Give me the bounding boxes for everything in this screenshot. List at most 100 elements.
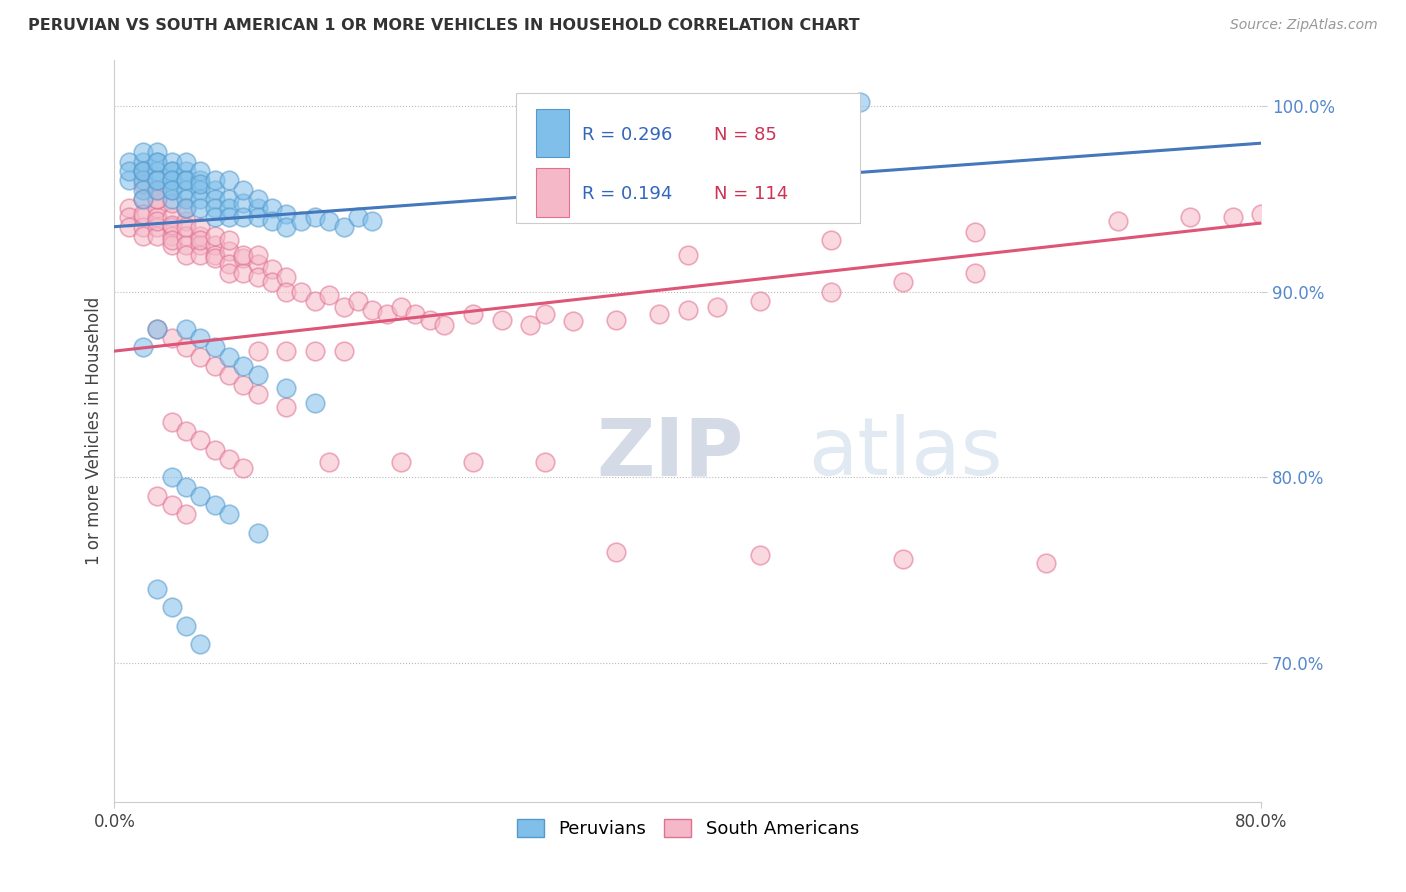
Point <box>174 201 197 215</box>
Point <box>146 164 169 178</box>
Point <box>676 303 699 318</box>
Point <box>118 173 141 187</box>
Point <box>132 219 155 234</box>
Point <box>290 214 312 228</box>
Point <box>891 276 914 290</box>
Point <box>461 307 484 321</box>
Point <box>748 293 770 308</box>
Point <box>160 238 183 252</box>
Point <box>375 307 398 321</box>
Point <box>160 164 183 178</box>
Point <box>132 207 155 221</box>
Point <box>304 293 326 308</box>
Point <box>963 225 986 239</box>
Point <box>262 262 284 277</box>
Point <box>160 600 183 615</box>
Point <box>405 307 427 321</box>
Point <box>160 233 183 247</box>
Point <box>1222 211 1244 225</box>
Point <box>218 244 240 258</box>
Point <box>174 214 197 228</box>
Point <box>361 303 384 318</box>
Point <box>190 238 212 252</box>
Text: R = 0.194: R = 0.194 <box>582 186 672 203</box>
Point <box>246 368 269 383</box>
Point <box>146 322 169 336</box>
Point <box>276 269 298 284</box>
Point <box>218 451 240 466</box>
Point <box>190 229 212 244</box>
Text: PERUVIAN VS SOUTH AMERICAN 1 OR MORE VEHICLES IN HOUSEHOLD CORRELATION CHART: PERUVIAN VS SOUTH AMERICAN 1 OR MORE VEH… <box>28 18 859 33</box>
Point <box>246 247 269 261</box>
Point <box>160 331 183 345</box>
Point <box>146 582 169 596</box>
Point <box>190 192 212 206</box>
Point <box>204 238 226 252</box>
Point <box>174 154 197 169</box>
Point <box>174 192 197 206</box>
Point <box>963 266 986 280</box>
Point <box>132 211 155 225</box>
Point <box>246 269 269 284</box>
Point <box>160 211 183 225</box>
Point <box>146 173 169 187</box>
Text: Source: ZipAtlas.com: Source: ZipAtlas.com <box>1230 18 1378 32</box>
Text: N = 85: N = 85 <box>714 126 778 144</box>
Point <box>132 192 155 206</box>
Point <box>160 195 183 210</box>
Legend: Peruvians, South Americans: Peruvians, South Americans <box>509 812 866 846</box>
Point <box>174 229 197 244</box>
Point <box>218 173 240 187</box>
Point <box>676 247 699 261</box>
Point <box>146 229 169 244</box>
Point <box>304 344 326 359</box>
Bar <box>537 109 568 157</box>
Point <box>146 145 169 160</box>
Point <box>146 489 169 503</box>
Point <box>648 307 671 321</box>
Point <box>118 201 141 215</box>
Point <box>333 300 356 314</box>
Point <box>246 344 269 359</box>
Point <box>204 201 226 215</box>
Point <box>204 252 226 266</box>
Point <box>146 192 169 206</box>
Point <box>262 201 284 215</box>
Point <box>174 164 197 178</box>
Y-axis label: 1 or more Vehicles in Household: 1 or more Vehicles in Household <box>86 297 103 565</box>
Point <box>174 508 197 522</box>
Point <box>347 293 370 308</box>
Point <box>174 201 197 215</box>
Point <box>204 229 226 244</box>
Point <box>232 377 254 392</box>
Point <box>218 201 240 215</box>
Point <box>190 637 212 651</box>
Point <box>190 219 212 234</box>
Point <box>132 164 155 178</box>
Point <box>160 415 183 429</box>
Point <box>132 154 155 169</box>
Point <box>190 201 212 215</box>
Point <box>304 396 326 410</box>
Point <box>461 455 484 469</box>
Point <box>262 214 284 228</box>
Point <box>218 350 240 364</box>
Point <box>160 192 183 206</box>
Point <box>146 173 169 187</box>
Point <box>232 359 254 373</box>
Point <box>118 211 141 225</box>
Point <box>160 173 183 187</box>
Point <box>433 318 456 332</box>
Point <box>146 183 169 197</box>
Point <box>118 164 141 178</box>
Point <box>174 173 197 187</box>
Point <box>276 400 298 414</box>
Point <box>118 154 141 169</box>
Point <box>246 201 269 215</box>
Point <box>290 285 312 299</box>
Point <box>820 233 842 247</box>
Point <box>146 201 169 215</box>
Point <box>204 192 226 206</box>
Point <box>533 307 555 321</box>
Text: N = 114: N = 114 <box>714 186 789 203</box>
